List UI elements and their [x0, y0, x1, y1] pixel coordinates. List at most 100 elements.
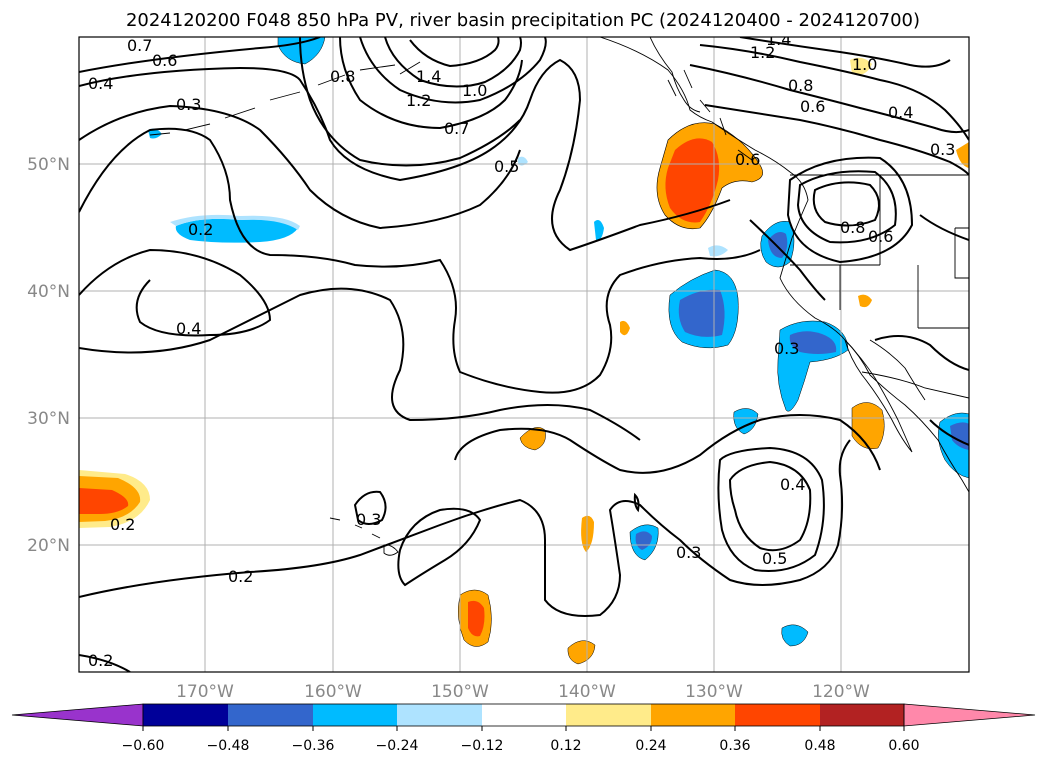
anomaly-positive-spot-8	[850, 57, 872, 75]
lon-label-170w: 170°W	[176, 682, 234, 702]
coastline-north-america	[599, 37, 969, 493]
contour-label: 0.5	[762, 549, 787, 568]
lat-label-50n: 50°N	[27, 155, 70, 175]
contour-line-28	[874, 335, 969, 371]
contour-line-19	[339, 37, 523, 130]
contour-line-11	[717, 446, 825, 572]
contour-label: 0.8	[330, 67, 355, 86]
anomaly-negative-north-pac	[175, 218, 298, 243]
colorbar-segment	[735, 704, 820, 726]
colorbar-ticks	[142, 726, 905, 731]
contour-line-15	[359, 37, 547, 104]
contour-label: 0.3	[176, 95, 201, 114]
contour-line-8	[79, 439, 851, 617]
longitude-labels: 170°W 160°W 150°W 140°W 130°W 120°W	[176, 682, 870, 702]
contour-line-25	[796, 170, 897, 244]
colorbar-tick-label: −0.24	[376, 738, 419, 754]
colorbar-segment	[313, 704, 397, 726]
contour-line-7	[454, 414, 881, 474]
contour-line-22	[689, 64, 969, 134]
colorbar-over-triangle	[903, 703, 1036, 727]
figure-title: 2024120200 F048 850 hPa PV, river basin …	[126, 10, 920, 31]
colorbar-tick-labels: −0.60 −0.48 −0.36 −0.24 −0.12 0.12 0.24 …	[122, 738, 920, 754]
anomaly-positive-west-core	[79, 488, 129, 514]
contour-label: 0.4	[780, 475, 805, 494]
contour-line-5	[79, 248, 272, 337]
contour-label: 0.5	[494, 157, 519, 176]
colorbar-tick-label: −0.60	[122, 738, 165, 754]
coastline-alaska-panhandle	[649, 37, 701, 113]
contour-line-14	[79, 654, 131, 672]
anomaly-positive-spot-4	[581, 515, 594, 552]
lon-label-120w: 120°W	[812, 682, 870, 702]
colorbar-tick-label: 0.24	[635, 738, 666, 754]
anomaly-negative-spot-3	[594, 220, 604, 241]
anomaly-negative-spot-6	[518, 156, 528, 166]
lon-label-160w: 160°W	[304, 682, 362, 702]
anomaly-negative-spot-5	[148, 128, 162, 139]
contour-label: 1.0	[462, 81, 487, 100]
contour-label: 0.7	[444, 119, 469, 138]
anomaly-positive-spot-1-core	[468, 600, 485, 637]
contour-label: 1.4	[416, 67, 441, 86]
contour-line-26	[786, 156, 914, 264]
colorbar-tick-label: −0.36	[292, 738, 335, 754]
colorbar-under-triangle	[11, 703, 144, 727]
contour-label: 0.2	[88, 651, 113, 670]
anomaly-negative-spot-2	[781, 624, 809, 647]
state-borders	[790, 175, 969, 329]
contour-label: 0.6	[735, 150, 760, 169]
map-panel: 0.7 0.6 0.4 0.3 0.8 1.4 1.2 1.0 0.7 0.5 …	[78, 30, 970, 673]
contour-label: 1.0	[852, 55, 877, 74]
contour-label: 0.3	[356, 510, 381, 529]
anomaly-positive-spot-3	[567, 640, 596, 665]
contour-label: 0.8	[840, 218, 865, 237]
lat-label-40n: 40°N	[27, 282, 70, 302]
contour-label: 0.6	[868, 227, 893, 246]
contour-line-23	[704, 104, 969, 176]
lon-label-130w: 130°W	[685, 682, 743, 702]
contour-line-29	[929, 419, 969, 446]
colorbar: −0.60 −0.48 −0.36 −0.24 −0.12 0.12 0.24 …	[11, 703, 1036, 754]
contour-line-6	[79, 287, 641, 441]
anomaly-negative-central-core	[678, 289, 725, 337]
colorbar-segment	[397, 704, 482, 726]
contour-line-27	[919, 214, 969, 241]
contour-line-20	[699, 44, 969, 141]
anomaly-positive-spot-6	[858, 294, 872, 308]
contour-line-17	[409, 37, 500, 68]
anomaly-negative-spot-4	[708, 245, 728, 257]
coastline-hawaii	[329, 517, 399, 556]
lon-label-140w: 140°W	[558, 682, 616, 702]
contour-label: 0.6	[152, 51, 177, 70]
contour-label: 0.2	[110, 515, 135, 534]
lat-label-20n: 20°N	[27, 536, 70, 556]
contour-line-3	[79, 104, 521, 230]
coastline-gulf-california	[869, 339, 926, 401]
contour-label: 0.8	[788, 76, 813, 95]
colorbar-segment	[482, 704, 566, 726]
contour-line-30	[749, 219, 826, 301]
colorbar-segment	[143, 704, 228, 726]
contour-line-10	[728, 460, 812, 552]
colorbar-segment	[820, 704, 904, 726]
anomaly-positive-spot-5	[851, 402, 885, 449]
anomaly-positive-pnw-core	[665, 138, 720, 223]
contour-label: 1.2	[750, 43, 775, 62]
anomaly-positive-spot-7	[620, 320, 630, 336]
contour-labels: 0.7 0.6 0.4 0.3 0.8 1.4 1.2 1.0 0.7 0.5 …	[88, 30, 955, 670]
contour-line-13	[633, 492, 640, 513]
lat-label-30n: 30°N	[27, 409, 70, 429]
latitude-labels: 50°N 40°N 30°N 20°N	[27, 155, 70, 556]
contour-line-9	[397, 507, 482, 587]
contour-label: 0.3	[930, 140, 955, 159]
anomaly-negative-north-pac-light	[170, 214, 300, 230]
border-us-mexico	[861, 371, 969, 399]
colorbar-segment	[228, 704, 313, 726]
contour-label: 0.4	[888, 103, 913, 122]
colorbar-tick-label: −0.12	[461, 738, 504, 754]
contour-label: 0.2	[188, 220, 213, 239]
coastline-baja	[844, 339, 913, 453]
contour-line-4	[79, 127, 761, 394]
contour-label: 1.4	[766, 30, 791, 49]
